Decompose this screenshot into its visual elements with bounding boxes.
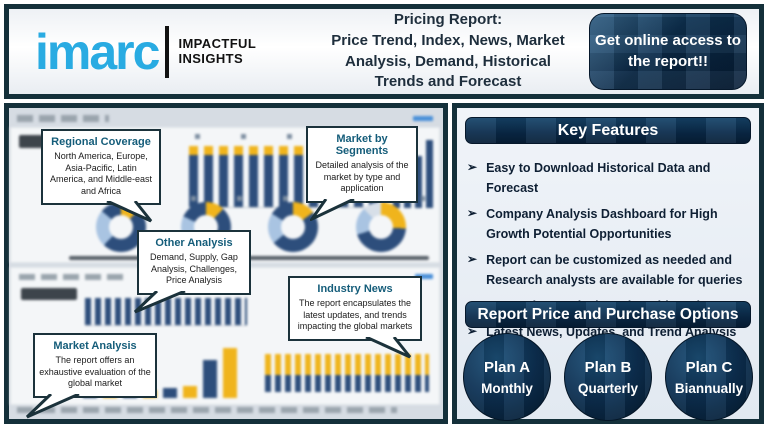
logo-divider: [165, 25, 170, 78]
arrow-bullet-icon: ➢: [467, 252, 478, 266]
callout-tail: [310, 198, 355, 221]
plan-period: Monthly: [481, 380, 533, 396]
arrow-bullet-icon: ➢: [467, 160, 478, 174]
callout-body: North America, Europe, Asia-Pacific, Lat…: [49, 151, 153, 196]
callout-tail: [25, 393, 80, 418]
feature-text: Easy to Download Historical Data and For…: [486, 161, 711, 195]
title-line-1: Pricing Report:: [393, 11, 503, 29]
dashboard-breadcrumb-text: [17, 115, 109, 122]
info-panel: Key Features ➢ Easy to Download Historic…: [452, 103, 764, 424]
arrow-bullet-icon: ➢: [467, 206, 478, 220]
callout-market-analysis: Market Analysis The report offers an exh…: [25, 333, 157, 418]
dashboard-footer-tabs: [17, 407, 397, 413]
plan-name: Plan C: [685, 358, 733, 376]
donut-legend-row: [53, 196, 425, 201]
dashboard-preview: Regional Coverage North America, Europe,…: [4, 103, 448, 424]
dashboard-link: [413, 116, 433, 121]
callout-tail: [365, 336, 412, 358]
callout-other-analysis: Other Analysis Demand, Supply, Gap Analy…: [133, 230, 251, 313]
donut-chart-3: [268, 202, 318, 252]
callout-title: Other Analysis: [155, 237, 233, 249]
bar: [223, 348, 237, 398]
plan-a-button[interactable]: Plan A Monthly: [463, 333, 551, 421]
plan-c-button[interactable]: Plan C Biannually: [665, 333, 753, 421]
get-online-access-button[interactable]: Get online access to the report!!: [589, 13, 747, 90]
feature-text: Report can be customized as needed and R…: [486, 253, 743, 287]
bar: [203, 360, 217, 398]
feature-text: Company Analysis Dashboard for High Grow…: [486, 207, 718, 241]
bar: [183, 386, 197, 398]
logo-tagline: IMPACTFUL INSIGHTS: [178, 35, 257, 67]
dashboard-section-title: [19, 274, 125, 280]
title-line-2: Price Trend, Index, News, Market: [331, 31, 565, 49]
callout-body: The report encapsulates the latest updat…: [297, 298, 413, 332]
feature-item: ➢ Latest News, Updates, and Trend Analys…: [467, 322, 755, 342]
page-title: Pricing Report: Price Trend, Index, News…: [311, 10, 589, 93]
callout-tail: [106, 201, 153, 223]
plan-period: Biannually: [674, 380, 744, 396]
purchase-options-header: Report Price and Purchase Options: [465, 301, 751, 328]
arrow-bullet-icon: ➢: [467, 324, 478, 338]
dashboard-filter-button-2: [21, 288, 77, 300]
bar: [415, 156, 422, 208]
feature-item: ➢ Company Analysis Dashboard for High Gr…: [467, 204, 755, 244]
header: imarc IMPACTFUL INSIGHTS Pricing Report:…: [4, 4, 764, 99]
callout-body: Demand, Supply, Gap Analysis, Challenges…: [150, 252, 238, 286]
callout-market-by-segments: Market by Segments Detailed analysis of …: [306, 126, 418, 221]
chart-legend: [195, 134, 335, 139]
key-features-header: Key Features: [465, 117, 751, 144]
plan-b-button[interactable]: Plan B Quarterly: [564, 333, 652, 421]
title-line-4: Trends and Forecast: [374, 73, 522, 91]
bar: [163, 388, 177, 398]
callout-body: Detailed analysis of the market by type …: [315, 160, 409, 194]
callout-title: Market Analysis: [53, 340, 137, 352]
callout-title: Market by Segments: [335, 133, 389, 157]
tagline-line-2: INSIGHTS: [178, 50, 244, 66]
bar-chart-stacked: [265, 354, 429, 392]
imarc-logo: imarc IMPACTFUL INSIGHTS: [9, 23, 311, 80]
dashboard-link-2: [415, 274, 433, 279]
brand-wordmark: imarc: [35, 23, 160, 80]
callout-body: The report offers an exhaustive evaluati…: [39, 355, 151, 389]
feature-item: ➢ Easy to Download Historical Data and F…: [467, 158, 755, 198]
plan-name: Plan B: [584, 358, 632, 376]
feature-item: ➢ Report can be customized as needed and…: [467, 250, 755, 290]
callout-industry-news: Industry News The report encapsulates th…: [288, 276, 422, 358]
donut-chart-4: [356, 202, 406, 252]
bar-chart-navy: [85, 298, 247, 326]
callout-tail: [133, 290, 186, 313]
bar: [426, 140, 433, 208]
plan-options: Plan A Monthly Plan B Quarterly Plan C B…: [463, 333, 753, 421]
callout-title: Regional Coverage: [51, 136, 151, 148]
callout-title: Industry News: [317, 283, 393, 295]
plan-name: Plan A: [483, 358, 531, 376]
feature-text: Latest News, Updates, and Trend Analysis: [486, 325, 737, 339]
title-line-3: Analysis, Demand, Historical: [345, 52, 551, 70]
callout-regional-coverage: Regional Coverage North America, Europe,…: [41, 129, 161, 223]
tagline-line-1: IMPACTFUL: [178, 35, 257, 51]
plan-period: Quarterly: [577, 380, 639, 396]
